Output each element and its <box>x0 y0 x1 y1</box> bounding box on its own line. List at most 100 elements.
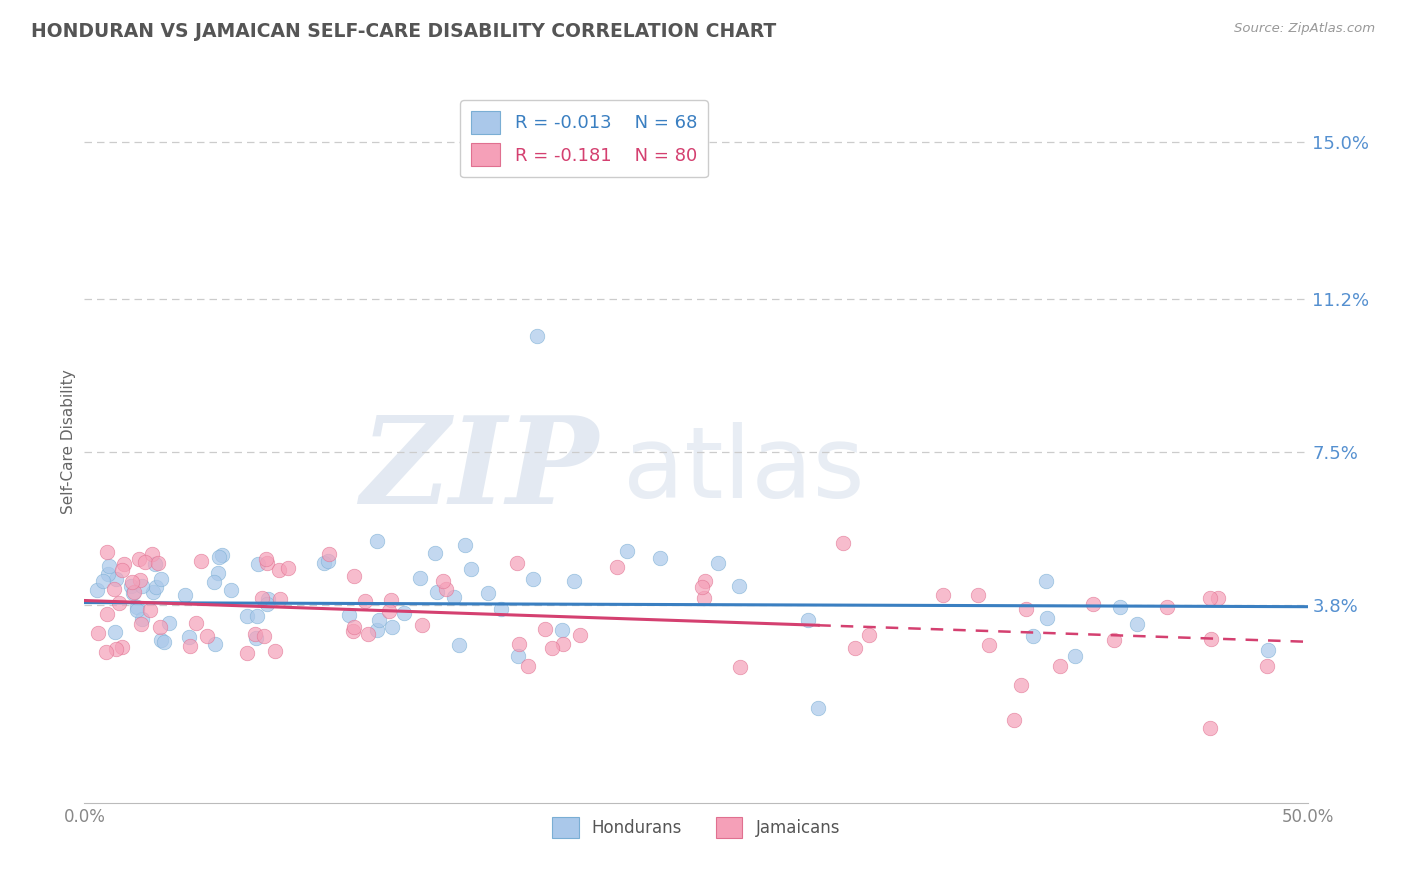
Point <box>1156 599 1178 614</box>
Point <box>858 627 880 641</box>
Point <box>104 641 127 656</box>
Point <box>506 556 529 570</box>
Point <box>797 613 820 627</box>
Point <box>377 604 399 618</box>
Point <box>357 627 380 641</box>
Legend: Hondurans, Jamaicans: Hondurans, Jamaicans <box>546 810 846 845</box>
Point <box>256 597 278 611</box>
Point <box>179 631 201 645</box>
Text: HONDURAN VS JAMAICAN SELF-CARE DISABILITY CORRELATION CHART: HONDURAN VS JAMAICAN SELF-CARE DISABILIT… <box>31 22 776 41</box>
Point <box>606 560 628 574</box>
Point <box>380 593 402 607</box>
Point <box>553 637 575 651</box>
Point <box>1036 611 1059 625</box>
Point <box>1002 713 1025 727</box>
Point <box>551 623 574 637</box>
Point <box>540 640 562 655</box>
Point <box>269 592 291 607</box>
Point <box>207 566 229 580</box>
Point <box>392 606 415 620</box>
Point <box>342 624 364 638</box>
Point <box>97 566 120 581</box>
Point <box>728 579 751 593</box>
Point <box>366 533 388 548</box>
Point <box>690 580 713 594</box>
Point <box>343 620 366 634</box>
Point <box>1198 591 1220 606</box>
Point <box>707 556 730 570</box>
Point <box>831 535 853 549</box>
Point <box>807 701 830 715</box>
Point <box>145 580 167 594</box>
Point <box>1035 574 1057 588</box>
Point <box>243 627 266 641</box>
Point <box>111 640 134 655</box>
Text: Source: ZipAtlas.com: Source: ZipAtlas.com <box>1234 22 1375 36</box>
Point <box>454 539 477 553</box>
Point <box>263 644 285 658</box>
Point <box>145 557 167 571</box>
Text: ZIP: ZIP <box>360 411 598 530</box>
Point <box>844 641 866 656</box>
Point <box>1049 659 1071 673</box>
Point <box>236 609 259 624</box>
Point <box>932 588 955 602</box>
Point <box>96 607 118 621</box>
Point <box>149 620 172 634</box>
Point <box>1010 678 1032 692</box>
Point <box>141 547 163 561</box>
Point <box>254 552 277 566</box>
Point <box>648 551 671 566</box>
Point <box>526 329 548 343</box>
Point <box>104 572 127 586</box>
Point <box>208 549 231 564</box>
Point <box>477 586 499 600</box>
Point <box>246 557 269 571</box>
Point <box>131 579 153 593</box>
Point <box>149 632 172 647</box>
Point <box>616 544 638 558</box>
Point <box>134 556 156 570</box>
Point <box>94 645 117 659</box>
Point <box>366 624 388 638</box>
Point <box>104 624 127 639</box>
Point <box>443 590 465 604</box>
Point <box>1022 630 1045 644</box>
Point <box>977 638 1000 652</box>
Point <box>267 563 290 577</box>
Point <box>1015 601 1038 615</box>
Point <box>219 583 242 598</box>
Point <box>112 557 135 571</box>
Point <box>204 637 226 651</box>
Point <box>314 556 336 570</box>
Point <box>173 588 195 602</box>
Point <box>728 659 751 673</box>
Point <box>506 648 529 663</box>
Point <box>337 607 360 622</box>
Point <box>128 552 150 566</box>
Point <box>489 602 512 616</box>
Point <box>1109 600 1132 615</box>
Point <box>1102 633 1125 648</box>
Point <box>353 594 375 608</box>
Y-axis label: Self-Care Disability: Self-Care Disability <box>60 369 76 514</box>
Point <box>103 582 125 597</box>
Point <box>1125 617 1147 632</box>
Point <box>236 646 259 660</box>
Point <box>250 591 273 605</box>
Point <box>1081 597 1104 611</box>
Point <box>343 569 366 583</box>
Text: atlas: atlas <box>623 422 865 519</box>
Point <box>129 617 152 632</box>
Point <box>564 574 586 589</box>
Point <box>120 579 142 593</box>
Point <box>86 625 108 640</box>
Point <box>569 628 592 642</box>
Point <box>122 586 145 600</box>
Point <box>434 582 457 596</box>
Point <box>967 588 990 602</box>
Point <box>111 564 134 578</box>
Point <box>693 574 716 588</box>
Point <box>142 584 165 599</box>
Point <box>186 615 208 630</box>
